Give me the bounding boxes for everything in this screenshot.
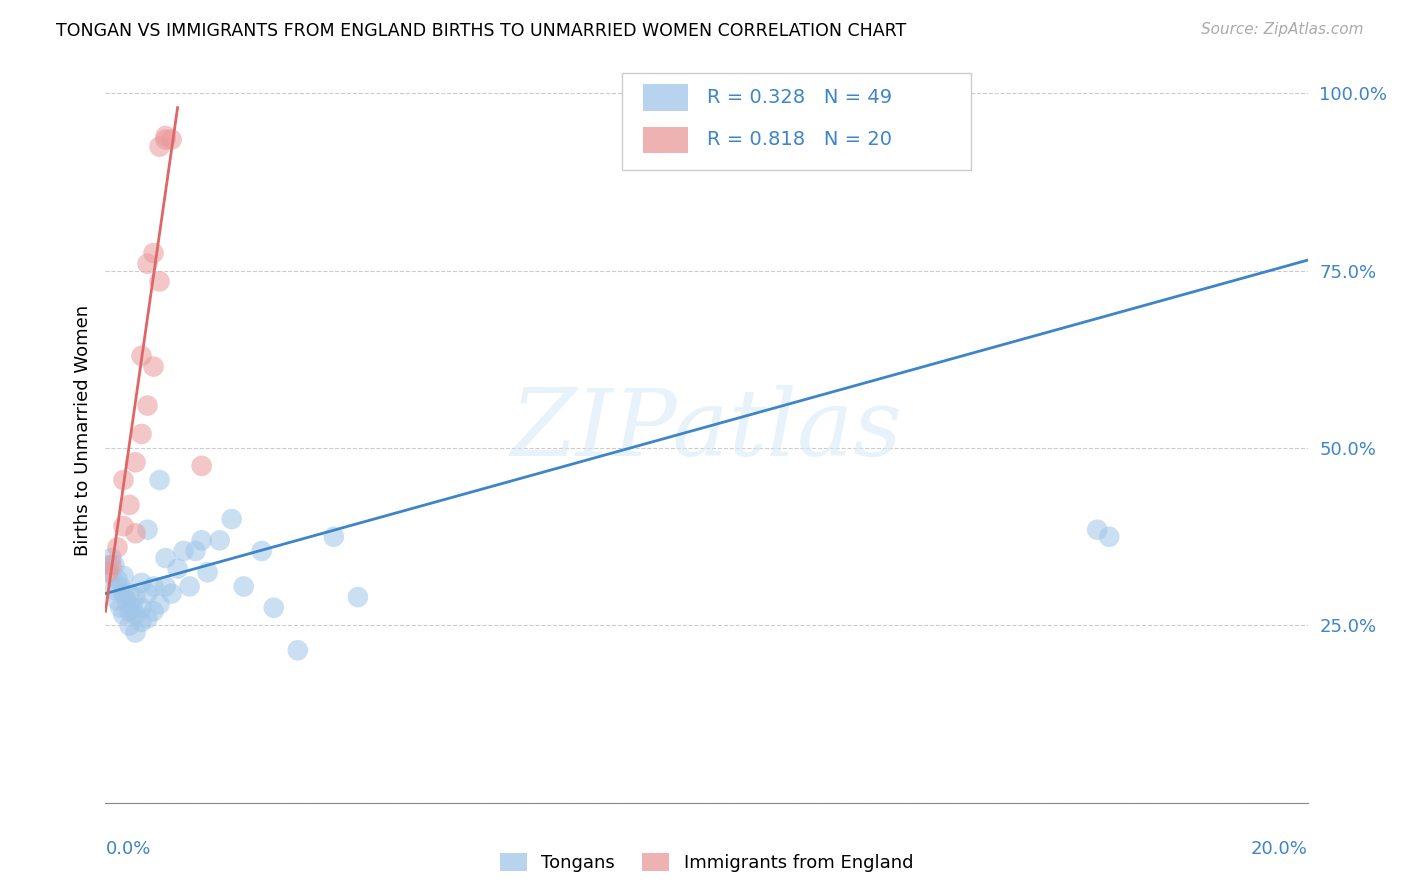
Point [148,275,170,289]
Point [124,526,146,541]
Point [263,600,285,615]
Point [136,399,159,413]
Point [322,530,344,544]
Point [103,558,125,573]
Text: Source: ZipAtlas.com: Source: ZipAtlas.com [1201,22,1364,37]
Point [121,600,143,615]
Point [136,523,159,537]
Bar [643,127,689,153]
Point [136,611,159,625]
Point [118,618,141,632]
Point [148,139,170,153]
Point [160,586,183,600]
Point [142,579,165,593]
Point [97,566,120,580]
Point [118,586,141,600]
Point [179,579,201,593]
Point [1085,523,1108,537]
Point [124,455,146,469]
Point [131,600,153,615]
Legend: Tongans, Immigrants from England: Tongans, Immigrants from England [492,846,921,880]
Point [124,625,146,640]
Point [250,544,273,558]
Point [155,132,177,146]
Point [148,597,170,611]
Point [110,600,132,615]
Bar [643,84,689,111]
Point [1098,530,1121,544]
Point [103,582,125,597]
Point [148,473,170,487]
Point [347,590,370,604]
Text: R = 0.818   N = 20: R = 0.818 N = 20 [707,130,891,150]
Text: 20.0%: 20.0% [1251,840,1308,858]
Point [118,604,141,618]
Point [124,607,146,622]
Point [155,579,177,593]
Point [155,128,177,143]
Point [131,615,153,629]
Point [97,558,120,573]
Point [131,349,153,363]
Point [112,473,135,487]
Point [221,512,243,526]
Point [136,257,159,271]
Point [173,544,195,558]
Point [100,551,122,566]
Point [160,132,183,146]
Point [124,590,146,604]
Point [115,593,138,607]
Point [142,604,165,618]
Text: 0.0%: 0.0% [105,840,150,858]
Point [166,562,188,576]
Point [100,569,122,583]
Point [112,586,135,600]
Y-axis label: Births to Unmarried Women: Births to Unmarried Women [73,305,91,556]
Point [131,575,153,590]
Point [107,541,129,555]
Point [100,558,122,573]
Point [190,533,212,548]
FancyBboxPatch shape [623,73,972,169]
Point [190,458,212,473]
Text: R = 0.328   N = 49: R = 0.328 N = 49 [707,88,891,107]
Point [107,573,129,587]
Point [107,593,129,607]
Point [208,533,231,548]
Text: ZIPatlas: ZIPatlas [510,385,903,475]
Point [110,579,132,593]
Point [112,569,135,583]
Point [142,359,165,374]
Point [184,544,207,558]
Text: TONGAN VS IMMIGRANTS FROM ENGLAND BIRTHS TO UNMARRIED WOMEN CORRELATION CHART: TONGAN VS IMMIGRANTS FROM ENGLAND BIRTHS… [56,22,907,40]
Point [197,566,219,580]
Point [287,643,309,657]
Point [112,519,135,533]
Point [142,246,165,260]
Point [155,551,177,566]
Point [118,498,141,512]
Point [112,607,135,622]
Point [232,579,254,593]
Point [131,426,153,441]
Point [136,586,159,600]
